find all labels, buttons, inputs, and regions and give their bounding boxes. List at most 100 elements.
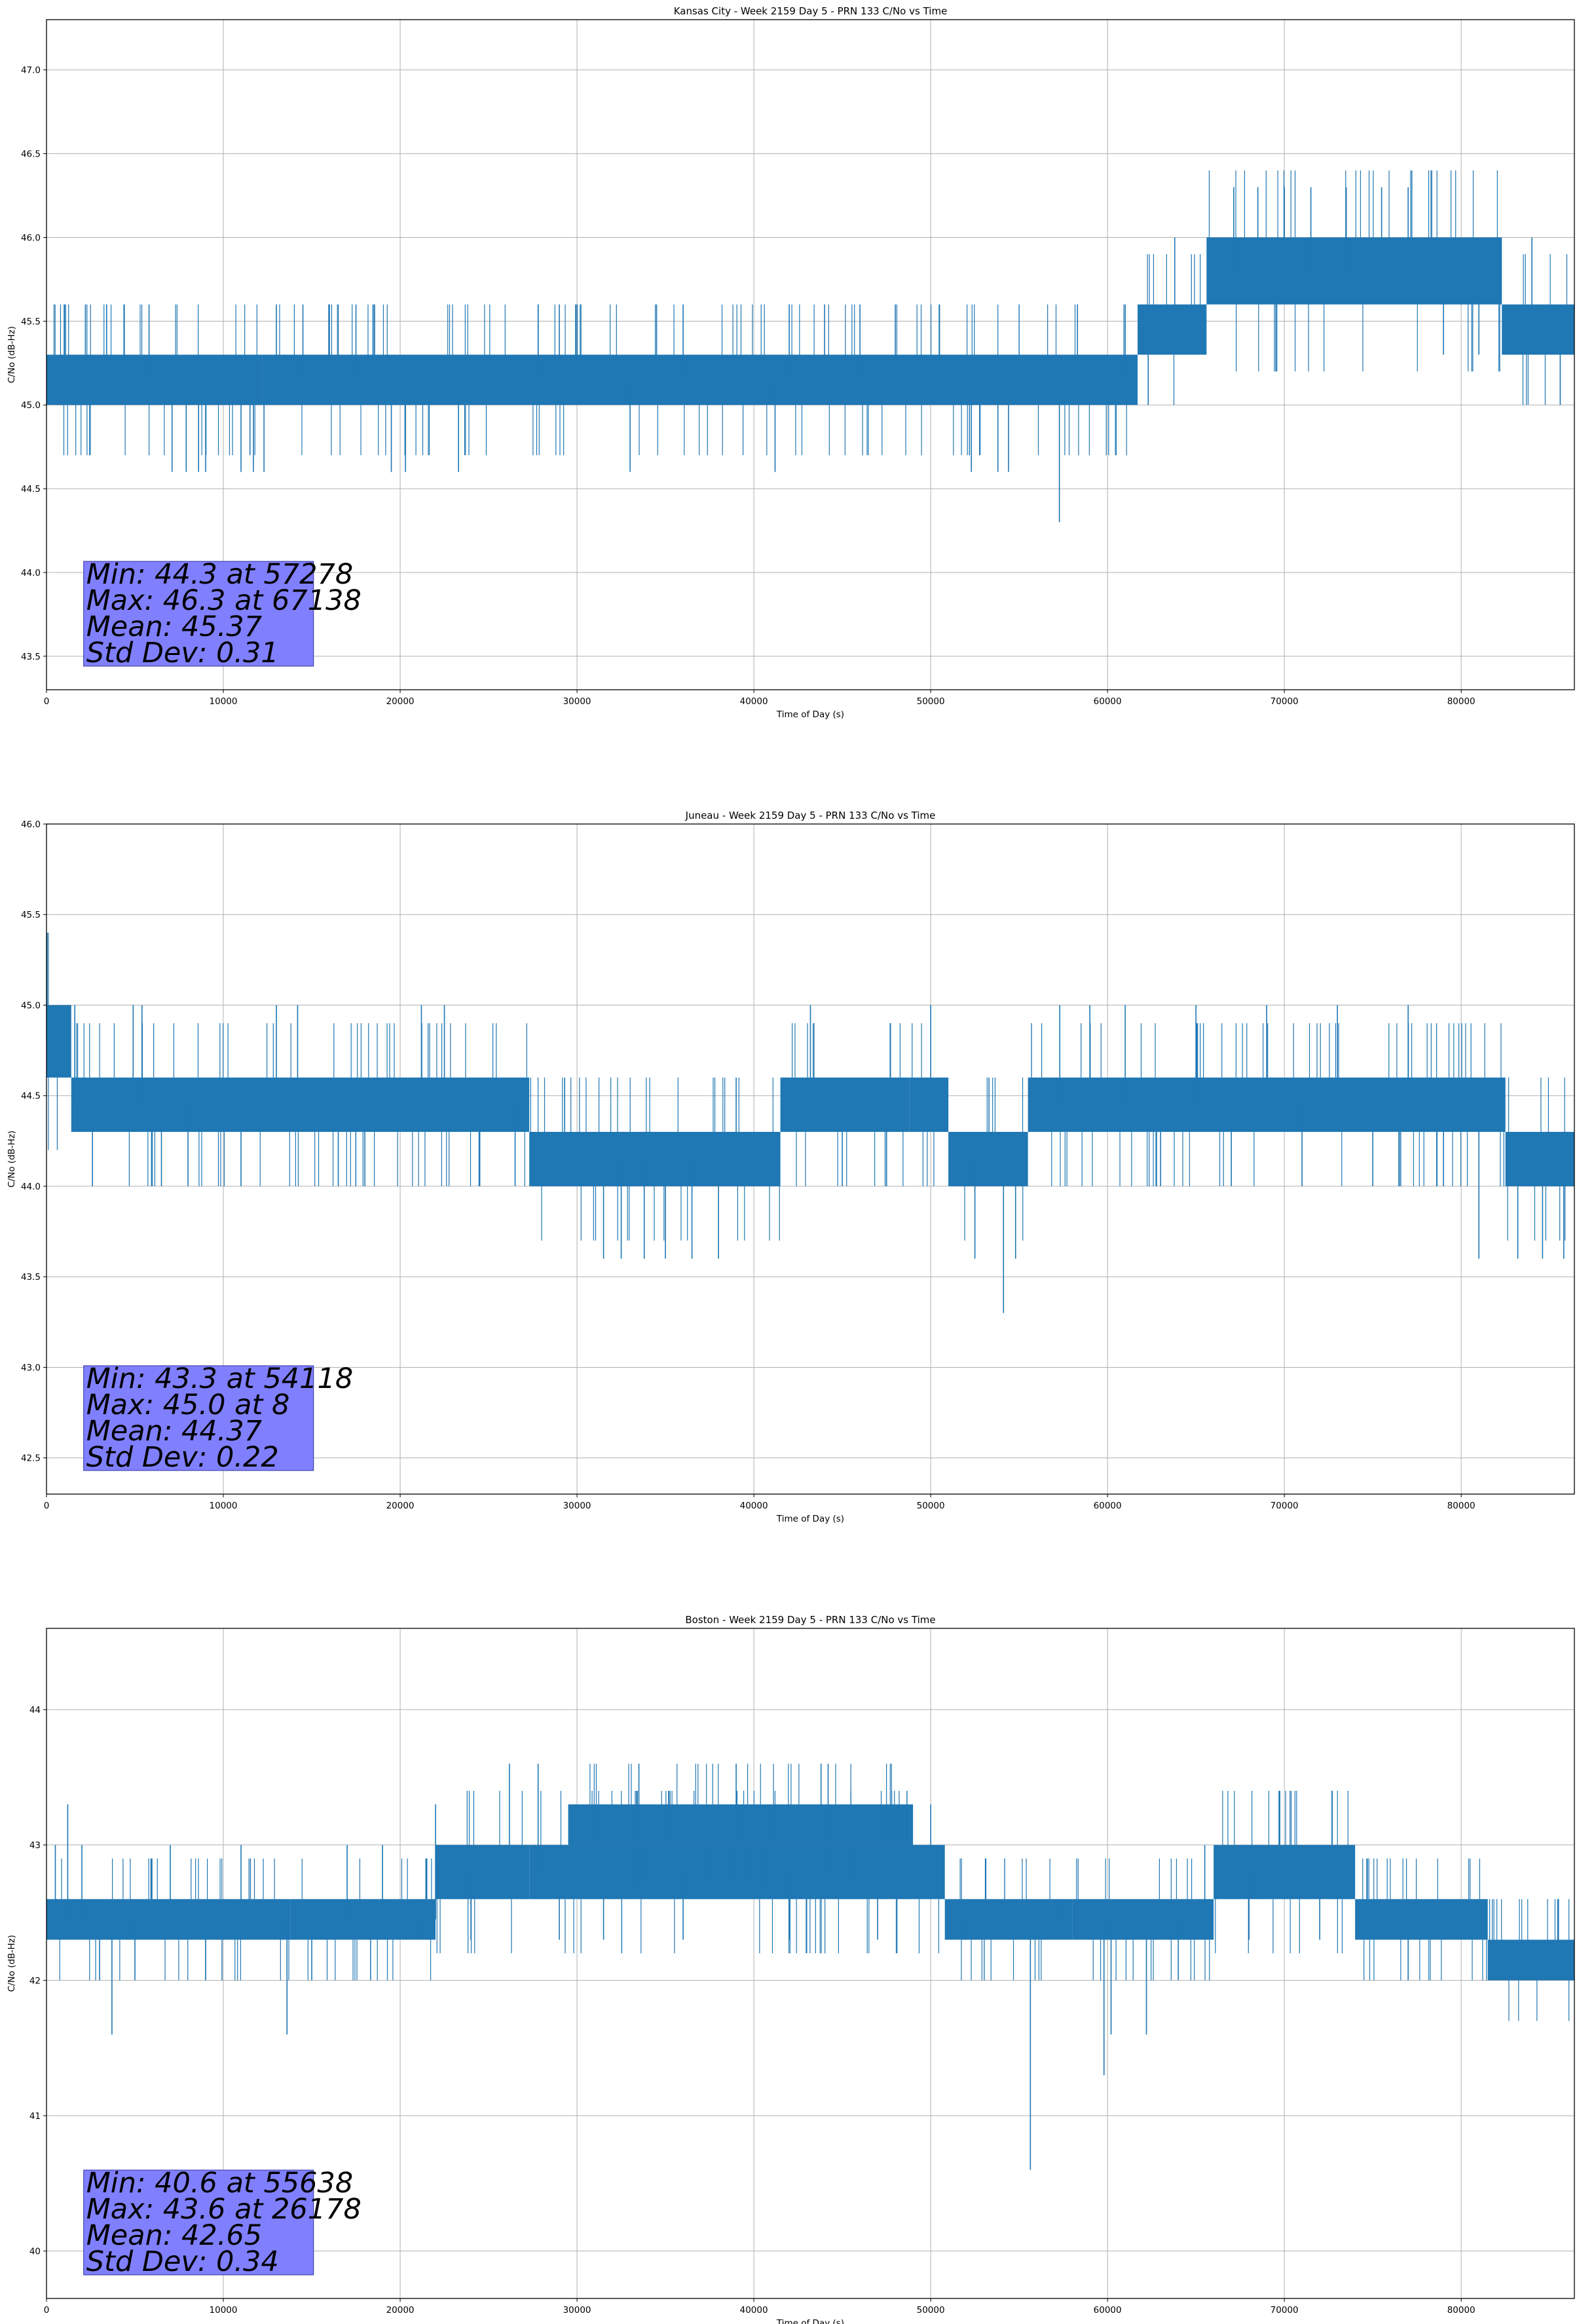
x-axis-label: Time of Day (s): [776, 1514, 844, 1524]
x-tick-label: 30000: [563, 696, 591, 707]
stats-box-background: [83, 1365, 314, 1471]
y-tick-label: 46.0: [21, 819, 41, 830]
data-band: [568, 1804, 914, 1845]
data-band: [1505, 1132, 1574, 1186]
x-tick-label: 10000: [210, 696, 238, 707]
x-tick-label: 80000: [1447, 696, 1475, 707]
y-tick-label: 40: [29, 2247, 41, 2257]
data-band: [1206, 237, 1502, 305]
stats-line-3: Mean: 45.37: [86, 610, 262, 643]
data-band: [1355, 1899, 1488, 1940]
data-band: [780, 1078, 910, 1133]
stats-line-1: Min: 43.3 at 54118: [86, 1362, 354, 1395]
x-tick-label: 40000: [740, 696, 768, 707]
x-tick-label: 50000: [917, 1501, 945, 1511]
y-axis-label: C/No (dB-Hz): [7, 1935, 17, 1992]
chart-title: Boston - Week 2159 Day 5 - PRN 133 C/No …: [685, 1614, 935, 1626]
data-band: [944, 1899, 1073, 1940]
y-tick-label: 44.5: [21, 484, 41, 495]
x-tick-label: 50000: [917, 696, 945, 707]
stats-line-2: Max: 43.6 at 26178: [86, 2193, 362, 2226]
y-tick-label: 47.0: [21, 66, 41, 76]
x-tick-label: 20000: [386, 1501, 415, 1511]
x-tick-label: 20000: [386, 2305, 415, 2315]
x-tick-label: 0: [44, 1501, 50, 1511]
data-series: [46, 170, 1574, 523]
x-tick-label: 10000: [210, 1501, 238, 1511]
x-tick-label: 40000: [740, 2305, 768, 2315]
y-tick-label: 44.0: [21, 1182, 41, 1192]
chart-panel-2: 0 10000 20000 30000 40000 50000 60000 70000 8000…: [7, 810, 1575, 1524]
stats-line-4: Std Dev: 0.31: [86, 637, 279, 669]
data-band: [55, 354, 263, 405]
data-band: [46, 1899, 291, 1940]
x-axis: 0 10000 20000 30000 40000 50000 60000 70000 8000…: [44, 690, 1475, 707]
data-band: [436, 1845, 530, 1900]
data-band: [290, 1899, 436, 1940]
x-tick-label: 0: [44, 2305, 50, 2315]
y-tick-label: 43.5: [21, 1272, 41, 1283]
chart-title: Kansas City - Week 2159 Day 5 - PRN 133 …: [674, 5, 948, 17]
x-tick-label: 40000: [740, 1501, 768, 1511]
stats-box-background: [83, 561, 314, 667]
x-tick-label: 50000: [917, 2305, 945, 2315]
stats-line-2: Max: 45.0 at 8: [86, 1389, 290, 1421]
x-tick-label: 30000: [563, 2305, 591, 2315]
y-tick-label: 46.0: [21, 233, 41, 243]
y-tick-label: 44.0: [21, 568, 41, 578]
x-tick-label: 60000: [1094, 2305, 1122, 2315]
data-band: [909, 1078, 949, 1133]
x-tick-label: 60000: [1094, 696, 1122, 707]
x-tick-label: 30000: [563, 1501, 591, 1511]
x-tick-label: 20000: [386, 696, 415, 707]
data-band: [262, 354, 1138, 405]
chart-panel-3: 0 10000 20000 30000 40000 50000 60000 70000 8000…: [7, 1614, 1575, 2324]
data-band: [529, 1845, 945, 1900]
y-tick-label: 45.0: [21, 1000, 41, 1011]
y-tick-label: 42.5: [21, 1453, 41, 1464]
data-series: [46, 1763, 1574, 2170]
x-axis: 0 10000 20000 30000 40000 50000 60000 70000 8000…: [44, 1494, 1475, 1511]
chart-title: Juneau - Week 2159 Day 5 - PRN 133 C/No …: [685, 810, 936, 821]
x-tick-label: 0: [44, 696, 50, 707]
x-axis-label: Time of Day (s): [776, 709, 844, 720]
x-tick-label: 10000: [210, 2305, 238, 2315]
y-axis: 43.5 44.0 44.5 45.0 45.5 46.0 46.5 47.0: [21, 66, 46, 662]
y-tick-label: 44: [29, 1705, 41, 1715]
y-axis-label: C/No (dB-Hz): [7, 326, 17, 383]
data-band: [1487, 1940, 1574, 1981]
axes-frame: [46, 823, 1575, 1495]
data-band: [71, 1078, 530, 1133]
y-tick-label: 43: [29, 1841, 41, 1851]
data-series: [46, 932, 1574, 1313]
stats-line-2: Max: 46.3 at 67138: [86, 584, 362, 617]
y-tick-label: 42: [29, 1976, 41, 1986]
x-tick-label: 70000: [1271, 696, 1299, 707]
y-tick-label: 43.0: [21, 1362, 41, 1373]
stats-line-4: Std Dev: 0.34: [86, 2245, 279, 2278]
data-band: [948, 1132, 1028, 1186]
y-tick-label: 46.5: [21, 149, 41, 160]
y-tick-label: 41: [29, 2111, 41, 2122]
axes-frame: [46, 19, 1575, 690]
y-tick-label: 43.5: [21, 652, 41, 662]
stats-line-1: Min: 40.6 at 55638: [86, 2167, 354, 2200]
stats-line-4: Std Dev: 0.22: [86, 1441, 279, 1474]
axes-frame: [46, 1628, 1575, 2299]
x-tick-label: 70000: [1271, 1501, 1299, 1511]
x-tick-label: 70000: [1271, 2305, 1299, 2315]
stats-box-background: [83, 2169, 314, 2276]
y-axis: 40 41 42 43 44: [29, 1705, 46, 2257]
stats-line-3: Mean: 42.65: [86, 2219, 262, 2252]
y-tick-label: 45.0: [21, 400, 41, 411]
chart-panel-1: 0 10000 20000 30000 40000 50000 60000 70000 8000…: [7, 5, 1575, 720]
data-band: [46, 1005, 71, 1078]
data-band: [1502, 304, 1574, 355]
y-tick-label: 45.5: [21, 910, 41, 920]
stats-line-1: Min: 44.3 at 57278: [86, 558, 354, 591]
x-tick-label: 80000: [1447, 2305, 1475, 2315]
